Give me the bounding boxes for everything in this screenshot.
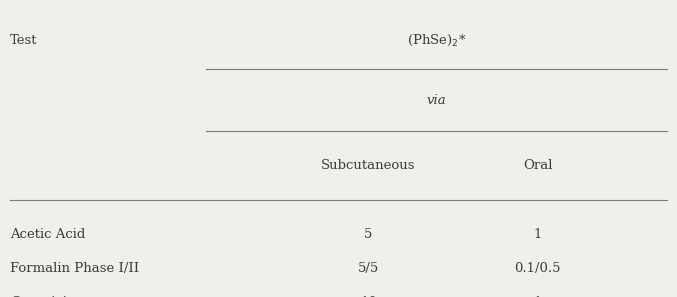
Text: Test: Test (10, 34, 38, 47)
Text: Formalin Phase I/II: Formalin Phase I/II (10, 262, 139, 275)
Text: 0.1/0.5: 0.1/0.5 (515, 262, 561, 275)
Text: Capsaicin: Capsaicin (10, 296, 75, 297)
Text: 5: 5 (364, 228, 372, 241)
Text: 10: 10 (360, 296, 376, 297)
Text: 1: 1 (533, 296, 542, 297)
Text: 5/5: 5/5 (357, 262, 379, 275)
Text: Subcutaneous: Subcutaneous (321, 159, 416, 172)
Text: via: via (427, 94, 446, 107)
Text: (PhSe)$_2$*: (PhSe)$_2$* (407, 33, 466, 48)
Text: Oral: Oral (523, 159, 552, 172)
Text: 1: 1 (533, 228, 542, 241)
Text: Acetic Acid: Acetic Acid (10, 228, 85, 241)
